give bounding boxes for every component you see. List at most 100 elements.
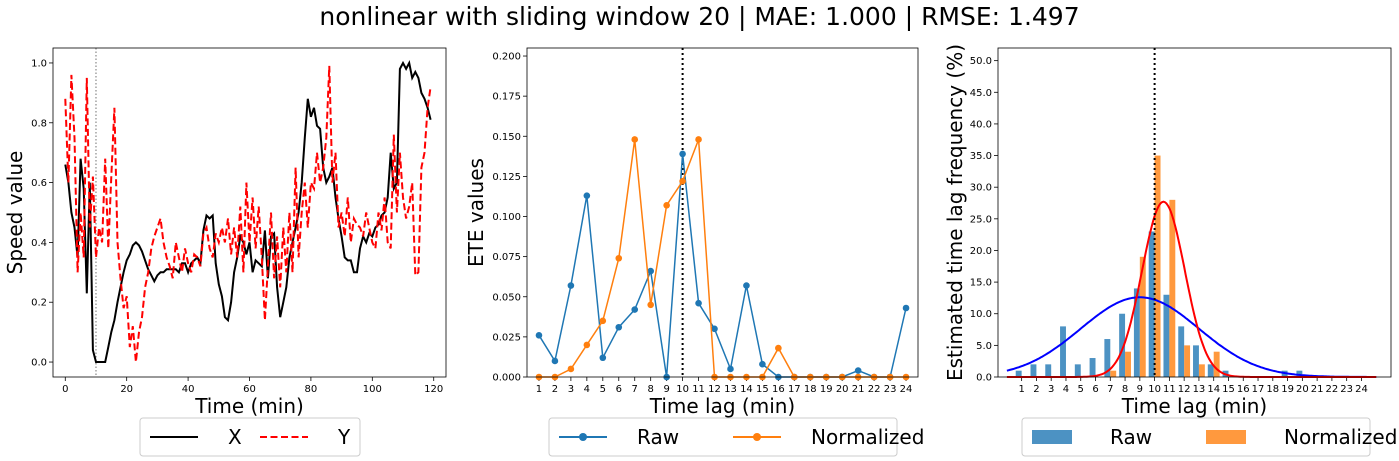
- x-tick-label: 3: [568, 384, 574, 395]
- bar-raw: [1296, 370, 1303, 377]
- x-tick-label: 8: [1122, 384, 1128, 395]
- x-tick-label: 22: [1326, 384, 1339, 395]
- x-axis-label: Time (min): [194, 394, 304, 418]
- x-tick-label: 16: [1237, 384, 1250, 395]
- x-tick-label: 1: [536, 384, 542, 395]
- bar-raw: [1060, 326, 1066, 377]
- y-tick-label: 0.200: [492, 52, 521, 63]
- data-point-normalized: [599, 317, 607, 325]
- x-tick-label: 18: [804, 384, 817, 395]
- data-point-normalized: [647, 301, 654, 309]
- bar-normalized: [1198, 364, 1205, 377]
- bar-raw: [1030, 364, 1037, 377]
- x-tick-label: 23: [884, 384, 897, 395]
- data-point-raw: [679, 150, 686, 158]
- panel3-frame: [997, 47, 1392, 378]
- x-tick-label: 13: [1193, 384, 1206, 395]
- x-tick-label: 6: [616, 384, 622, 395]
- legend-label: Normalized: [1284, 425, 1397, 449]
- y-tick-label: 0.0: [31, 358, 47, 369]
- bar-normalized: [1154, 155, 1161, 377]
- x-tick-label: 0: [62, 384, 68, 395]
- x-tick-label: 17: [788, 384, 801, 395]
- panel2-frame: [526, 47, 919, 378]
- data-point-raw: [743, 282, 750, 289]
- bar-raw: [1148, 231, 1155, 377]
- y-tick-label: 0.125: [492, 172, 521, 183]
- x-tick-label: 8: [647, 384, 653, 395]
- series-line-y: [64, 65, 432, 363]
- bar-raw: [1104, 339, 1111, 377]
- legend-label: Raw: [637, 425, 679, 449]
- data-point-raw: [535, 331, 543, 339]
- x-tick-label: 10: [676, 384, 689, 395]
- x-tick-label: 22: [868, 384, 881, 395]
- x-tick-label: 20: [836, 384, 849, 395]
- x-tick-label: 12: [708, 384, 721, 395]
- data-point-normalized: [695, 136, 702, 143]
- legend-swatch: [1032, 430, 1072, 444]
- panel2-legend: Raw Normalized: [548, 417, 924, 457]
- y-tick-label: 0.150: [492, 132, 521, 143]
- x-tick-label: 9: [1137, 384, 1143, 395]
- legend-frame: [139, 417, 361, 457]
- y-tick-label: 35.0: [970, 151, 992, 162]
- x-tick-label: 7: [1107, 384, 1113, 395]
- data-point-raw: [727, 365, 734, 373]
- y-tick-label: 0.6: [31, 178, 47, 189]
- series-line-raw: [538, 153, 907, 378]
- x-tick-label: 3: [1048, 384, 1054, 395]
- x-tick-label: 21: [852, 384, 865, 395]
- y-axis-label: Estimated time lag frequency (%): [943, 44, 967, 381]
- x-tick-label: 100: [363, 384, 382, 395]
- data-point-normalized: [567, 365, 575, 373]
- x-tick-label: 19: [820, 384, 833, 395]
- legend-label: Raw: [1110, 425, 1152, 449]
- y-tick-label: 0.8: [31, 118, 47, 129]
- bar-normalized: [1139, 256, 1146, 377]
- legend-frame: [1021, 417, 1371, 457]
- x-tick-label: 120: [424, 384, 443, 395]
- panel1-frame: [52, 47, 447, 378]
- x-axis-label: Time lag (min): [649, 394, 796, 418]
- x-tick-label: 60: [243, 384, 256, 395]
- series-line-normalized: [539, 139, 906, 378]
- y-tick-label: 0.175: [492, 92, 521, 103]
- data-point-raw: [631, 306, 639, 313]
- y-tick-label: 0.025: [492, 332, 521, 343]
- x-tick-label: 4: [1063, 384, 1069, 395]
- bar-raw: [1119, 313, 1126, 377]
- x-tick-label: 14: [1207, 384, 1220, 395]
- bar-raw: [1045, 364, 1052, 377]
- bar-normalized: [1213, 351, 1220, 377]
- figure-title: nonlinear with sliding window 20 | MAE: …: [319, 2, 1080, 31]
- legend-label: X: [228, 425, 242, 449]
- x-tick-label: 20: [1296, 384, 1309, 395]
- data-point-raw: [583, 192, 591, 199]
- data-point-raw: [711, 325, 718, 333]
- y-tick-label: 15.0: [970, 278, 992, 289]
- data-point-normalized: [663, 201, 670, 209]
- x-tick-label: 14: [740, 384, 753, 395]
- bar-raw: [1163, 294, 1170, 377]
- data-point-normalized: [679, 177, 686, 185]
- x-tick-label: 2: [552, 384, 558, 395]
- x-tick-label: 20: [120, 384, 133, 395]
- y-tick-label: 0.4: [31, 238, 47, 249]
- x-tick-label: 23: [1340, 384, 1353, 395]
- bar-raw: [1207, 364, 1214, 377]
- panel2-axes: 1 2 3 4 5 6 7 8 9 10 11 12 13 14 15 16 17 18 19 20 21 22 23 240…: [464, 52, 912, 418]
- y-tick-label: 0.2: [31, 298, 47, 309]
- x-tick-label: 7: [632, 384, 638, 395]
- bar-normalized: [1169, 199, 1176, 377]
- y-tick-label: 0.000: [492, 373, 521, 384]
- x-tick-label: 1: [1018, 384, 1024, 395]
- y-tick-label: 10.0: [970, 309, 992, 320]
- data-point-raw: [902, 304, 910, 312]
- bar-raw: [1178, 326, 1185, 377]
- bar-normalized: [1110, 370, 1117, 377]
- x-tick-label: 6: [1092, 384, 1098, 395]
- x-tick-label: 9: [663, 384, 669, 395]
- data-point-raw: [695, 299, 702, 307]
